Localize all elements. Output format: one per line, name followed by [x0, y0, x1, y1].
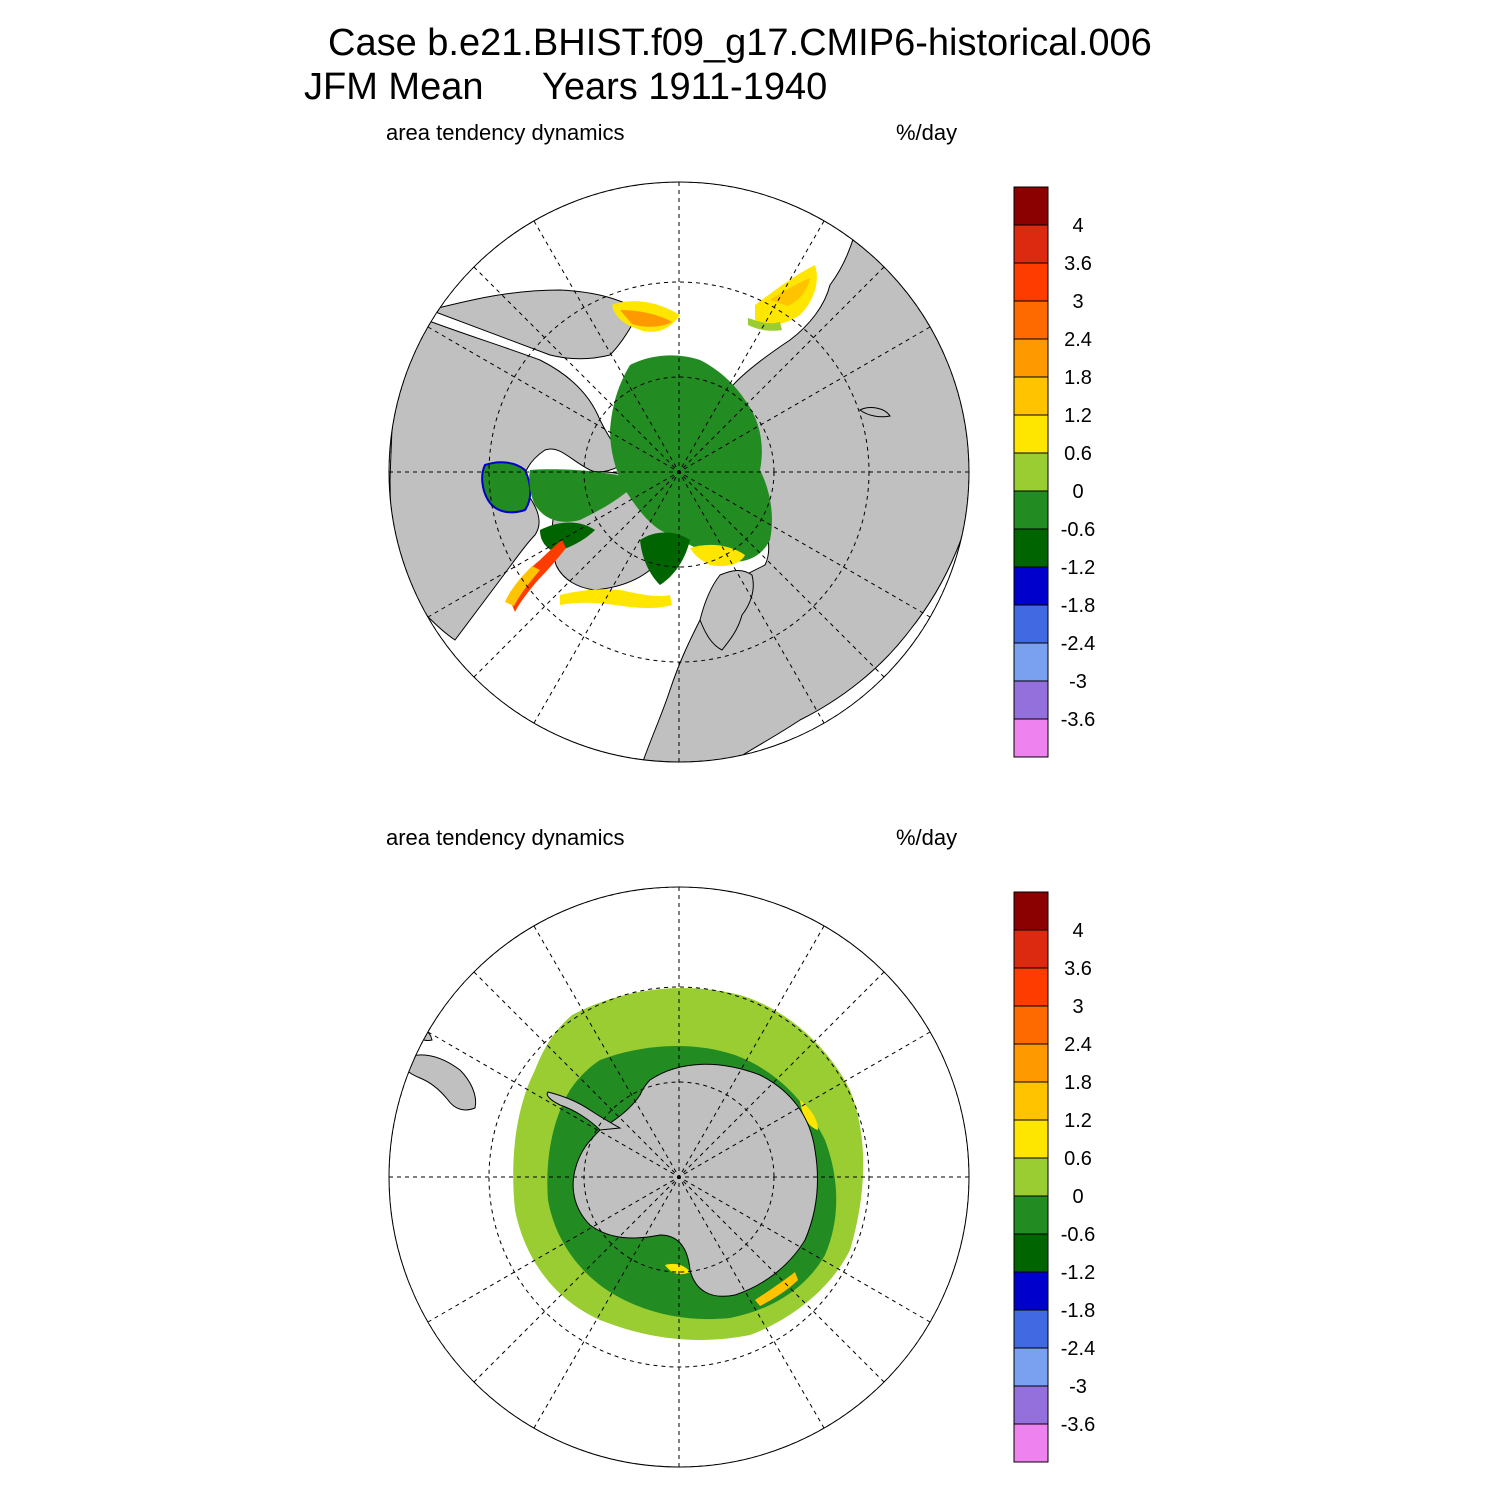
- south-colorbar-tick-label: 3: [1072, 996, 1083, 1018]
- figure-title-case: Case b.e21.BHIST.f09_g17.CMIP6-historica…: [328, 22, 1152, 64]
- south-colorbar-tick-label: -3: [1069, 1376, 1087, 1398]
- south-colorbar-tick-label: 0: [1072, 1186, 1083, 1208]
- south-colorbar-tick-label: 3.6: [1064, 958, 1092, 980]
- south-colorbar-box-10: [1013, 1271, 1049, 1311]
- north-grid: [389, 182, 969, 762]
- figure-title-season: JFM Mean: [304, 66, 484, 108]
- south-colorbar-box-5: [1013, 1081, 1049, 1121]
- north-colorbar-tick-label: -3.6: [1061, 709, 1095, 731]
- south-colorbar: 4 3.6 3 2.4 1.8 1.2 0.6 0 -0.6 -1.2 -1.8 -2.4 -3 -3.6: [1013, 891, 1095, 1463]
- south-colorbar-box-0: [1013, 891, 1049, 931]
- north-polar-map: [388, 181, 970, 763]
- south-colorbar-box-6: [1013, 1119, 1049, 1159]
- north-colorbar-box-8: [1013, 490, 1049, 530]
- north-colorbar-box-0: [1013, 186, 1049, 226]
- north-panel-unit-label: %/day: [896, 120, 958, 145]
- south-colorbar-box-9: [1013, 1233, 1049, 1273]
- north-colorbar-box-9: [1013, 528, 1049, 568]
- north-colorbar-tick-label: 0: [1072, 481, 1083, 503]
- south-colorbar-box-4: [1013, 1043, 1049, 1083]
- south-colorbar-tick-label: -1.8: [1061, 1300, 1095, 1322]
- south-grid: [389, 887, 969, 1467]
- north-colorbar-box-11: [1013, 604, 1049, 644]
- north-colorbar-tick-label: 3: [1072, 291, 1083, 313]
- north-colorbar-box-4: [1013, 338, 1049, 378]
- figure-title-years: Years 1911-1940: [542, 66, 828, 108]
- south-colorbar-tick-label: 4: [1072, 920, 1083, 942]
- south-colorbar-box-7: [1013, 1157, 1049, 1197]
- south-polar-map: [388, 886, 970, 1468]
- north-colorbar-tick-label: -0.6: [1061, 519, 1095, 541]
- south-colorbar-tick-label: 0.6: [1064, 1148, 1092, 1170]
- north-colorbar-box-14: [1013, 718, 1049, 758]
- north-colorbar-box-2: [1013, 262, 1049, 302]
- north-colorbar-box-3: [1013, 300, 1049, 340]
- north-colorbar-box-6: [1013, 414, 1049, 454]
- south-colorbar-tick-label: -3.6: [1061, 1414, 1095, 1436]
- north-panel-left-label: area tendency dynamics: [386, 120, 625, 145]
- north-ice-field: [481, 265, 817, 612]
- south-panel-unit-label: %/day: [896, 825, 958, 850]
- north-colorbar: 4 3.6 3 2.4 1.8 1.2 0.6 0 -0.6 -1.2 -1.8 -2.4 -3 -3.6: [1013, 186, 1095, 758]
- south-colorbar-box-11: [1013, 1309, 1049, 1349]
- south-colorbar-box-2: [1013, 967, 1049, 1007]
- south-colorbar-tick-label: -1.2: [1061, 1262, 1095, 1284]
- north-colorbar-tick-label: -1.8: [1061, 595, 1095, 617]
- south-colorbar-tick-label: -0.6: [1061, 1224, 1095, 1246]
- north-colorbar-tick-label: 1.8: [1064, 367, 1092, 389]
- north-colorbar-tick-label: -2.4: [1061, 633, 1095, 655]
- north-colorbar-tick-label: 3.6: [1064, 253, 1092, 275]
- south-colorbar-box-13: [1013, 1385, 1049, 1425]
- south-colorbar-box-8: [1013, 1195, 1049, 1235]
- north-colorbar-box-13: [1013, 680, 1049, 720]
- north-colorbar-tick-label: -1.2: [1061, 557, 1095, 579]
- north-colorbar-tick-label: -3: [1069, 671, 1087, 693]
- north-colorbar-box-5: [1013, 376, 1049, 416]
- south-colorbar-box-3: [1013, 1005, 1049, 1045]
- north-colorbar-tick-label: 1.2: [1064, 405, 1092, 427]
- south-colorbar-tick-label: 2.4: [1064, 1034, 1092, 1056]
- south-colorbar-box-1: [1013, 929, 1049, 969]
- north-colorbar-tick-label: 4: [1072, 215, 1083, 237]
- south-panel-left-label: area tendency dynamics: [386, 825, 625, 850]
- south-colorbar-box-14: [1013, 1423, 1049, 1463]
- north-colorbar-box-7: [1013, 452, 1049, 492]
- north-colorbar-tick-label: 2.4: [1064, 329, 1092, 351]
- south-colorbar-tick-label: 1.2: [1064, 1110, 1092, 1132]
- north-colorbar-box-12: [1013, 642, 1049, 682]
- south-colorbar-box-12: [1013, 1347, 1049, 1387]
- north-colorbar-box-10: [1013, 566, 1049, 606]
- north-colorbar-tick-label: 0.6: [1064, 443, 1092, 465]
- north-colorbar-box-1: [1013, 224, 1049, 264]
- south-colorbar-tick-label: -2.4: [1061, 1338, 1095, 1360]
- south-colorbar-tick-label: 1.8: [1064, 1072, 1092, 1094]
